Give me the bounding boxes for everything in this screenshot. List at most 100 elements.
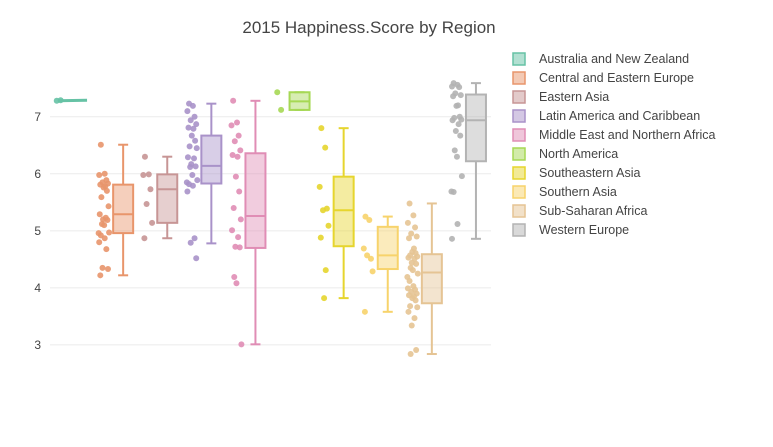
data-point (274, 89, 281, 96)
data-point (185, 124, 192, 131)
series-group (404, 200, 443, 358)
data-point (361, 308, 368, 315)
legend-label: Southern Asia (539, 185, 617, 199)
data-point (191, 235, 198, 242)
data-point (454, 220, 461, 227)
data-point (96, 171, 103, 178)
data-point (235, 132, 242, 139)
legend[interactable]: Australia and New Zealand Central and Eas… (512, 52, 716, 237)
data-point (408, 322, 415, 329)
legend-swatch (512, 185, 526, 199)
legend-item[interactable]: Australia and New Zealand (512, 52, 689, 66)
data-point (103, 187, 110, 194)
series-group (140, 153, 179, 242)
data-point (234, 119, 240, 126)
series-group (360, 213, 399, 315)
data-point (186, 143, 193, 150)
data-point (449, 235, 455, 242)
data-point (322, 267, 329, 274)
data-point (104, 216, 111, 223)
legend-item[interactable]: Eastern Asia (512, 90, 609, 104)
data-point (457, 132, 464, 139)
legend-item[interactable]: Western Europe (512, 223, 629, 237)
data-point (141, 235, 148, 242)
data-point (229, 227, 236, 234)
legend-swatch (512, 109, 526, 123)
data-point (451, 147, 458, 154)
legend-label: Latin America and Caribbean (539, 109, 700, 123)
data-point (184, 108, 191, 115)
data-point (141, 153, 148, 160)
legend-label: Eastern Asia (539, 90, 609, 104)
data-point (184, 188, 191, 195)
y-axis-ticks: 3 4 5 6 7 (34, 110, 41, 352)
box-body (200, 134, 223, 185)
data-point (404, 219, 411, 226)
data-point (366, 216, 373, 223)
data-point (406, 235, 412, 242)
data-point (411, 315, 418, 322)
box-body (112, 183, 135, 235)
data-point (187, 117, 194, 124)
series-group (228, 97, 267, 348)
data-point (193, 255, 200, 262)
legend-item[interactable]: North America (512, 147, 618, 161)
data-point (322, 144, 329, 151)
data-point (235, 234, 242, 241)
data-point (189, 182, 196, 189)
data-point (237, 147, 244, 154)
data-point (413, 233, 420, 240)
data-point (192, 163, 199, 170)
legend-item[interactable]: Latin America and Caribbean (512, 109, 700, 123)
legend-swatch (512, 223, 526, 237)
data-point (449, 83, 455, 90)
data-point (229, 151, 236, 158)
plot-area (53, 80, 487, 358)
legend-swatch (512, 71, 526, 85)
y-tick-label: 5 (34, 224, 41, 238)
data-point (193, 145, 200, 152)
data-point (103, 246, 110, 253)
data-point (149, 219, 156, 226)
legend-item[interactable]: Southern Asia (512, 185, 617, 199)
legend-swatch (512, 166, 526, 180)
data-point (189, 102, 196, 109)
data-point (321, 295, 328, 302)
legend-item[interactable]: Southeastern Asia (512, 166, 641, 180)
data-point (191, 155, 197, 162)
box-body (156, 173, 179, 224)
y-tick-label: 4 (34, 281, 41, 295)
data-point (187, 239, 194, 246)
data-point (455, 121, 462, 128)
data-point (231, 274, 238, 281)
legend-item[interactable]: Middle East and Northern Africa (512, 128, 716, 142)
data-point (412, 224, 419, 231)
data-point (238, 341, 245, 348)
data-point (414, 304, 421, 311)
data-point (140, 171, 147, 178)
data-point (194, 177, 201, 184)
chart-title: 2015 Happiness.Score by Region (242, 18, 495, 37)
y-tick-label: 7 (34, 110, 41, 124)
data-point (232, 243, 239, 250)
data-point (369, 268, 376, 275)
data-point (192, 137, 199, 144)
data-point (360, 245, 367, 252)
series-group (183, 100, 223, 262)
data-point (405, 308, 412, 315)
data-point (189, 171, 196, 178)
data-point (450, 93, 457, 100)
data-point (405, 254, 412, 261)
legend-swatch (512, 147, 526, 161)
legend-item[interactable]: Central and Eastern Europe (512, 71, 694, 85)
data-point (237, 216, 244, 223)
data-point (458, 173, 465, 180)
box-body (332, 175, 355, 248)
data-point (101, 235, 108, 242)
legend-label: Australia and New Zealand (539, 52, 689, 66)
legend-item[interactable]: Sub-Saharan Africa (512, 204, 647, 218)
data-point (364, 252, 371, 259)
data-point (407, 351, 414, 358)
